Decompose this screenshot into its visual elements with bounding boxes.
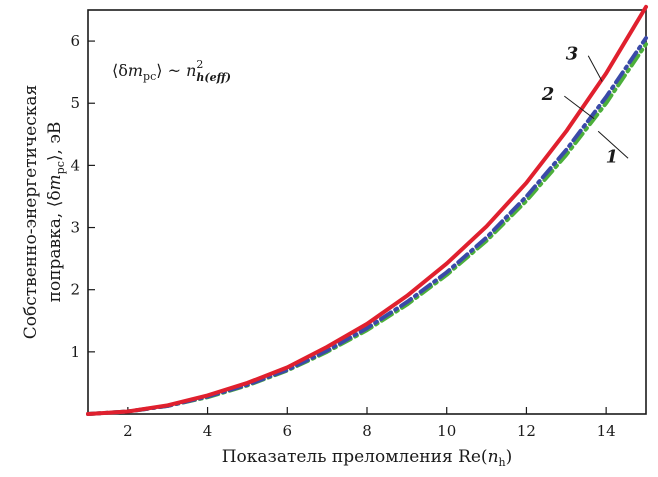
x-tick-label: 2 (123, 422, 133, 440)
y-tick-label: 3 (70, 219, 80, 237)
y-tick-label: 5 (70, 94, 80, 112)
series-line-1 (86, 42, 648, 416)
x-axis-label: Показатель преломления Re(nh) (222, 447, 513, 469)
curve-label-2: 2 (541, 84, 555, 105)
x-tick-label: 10 (437, 422, 456, 440)
y-tick-label: 1 (70, 343, 80, 361)
curve-label-leader-1 (597, 130, 629, 159)
y-tick-label: 2 (70, 281, 80, 299)
curve-label-leader-3 (587, 55, 603, 82)
y-tick-label: 6 (70, 32, 80, 50)
y-axis-label-line2: поправка, ⟨δmpc⟩, эВ (45, 122, 67, 303)
annotation: ⟨δmpc⟩ ~ n2 h(eff) (112, 58, 231, 84)
series-line-3 (86, 4, 648, 416)
x-tick-label: 6 (283, 422, 293, 440)
curve-labels: 32 1 (541, 44, 629, 167)
y-tick-label: 4 (70, 156, 80, 174)
y-axis-label-line1: Собственно-энергетическая (21, 85, 41, 339)
x-tick-label: 12 (517, 422, 536, 440)
x-tick-label: 8 (362, 422, 372, 440)
curve-label-3: 3 (566, 44, 579, 65)
curve-label-leader-2 (564, 95, 595, 120)
series-group (86, 4, 648, 416)
series-line-2 (86, 36, 648, 416)
x-tick-label: 4 (203, 422, 213, 440)
curve-label-1: 1 (606, 146, 619, 167)
x-tick-label: 14 (597, 422, 616, 440)
